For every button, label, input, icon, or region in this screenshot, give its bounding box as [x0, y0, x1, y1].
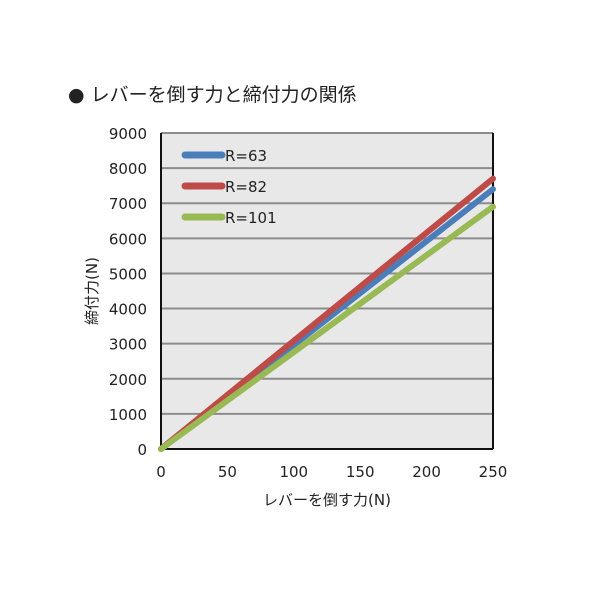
y-tick-label: 4000: [109, 301, 147, 319]
y-tick-label: 1000: [109, 406, 147, 424]
series-line-R=101: [158, 203, 496, 452]
plot-area: [161, 133, 493, 449]
series-line-R=82: [158, 175, 496, 452]
y-tick-label: 0: [137, 441, 147, 459]
x-tick-label: 200: [412, 463, 441, 481]
x-tick-label: 250: [479, 463, 508, 481]
x-tick-label: 50: [218, 463, 237, 481]
x-tick-label: 100: [279, 463, 308, 481]
y-tick-label: 2000: [109, 371, 147, 389]
legend-label: R=63: [225, 147, 267, 165]
y-tick-label: 6000: [109, 230, 147, 248]
y-tick-label: 7000: [109, 195, 147, 213]
chart-title: ● レバーを倒す力と締付力の関係: [68, 84, 357, 106]
y-tick-label: 9000: [109, 125, 147, 143]
legend-label: R=101: [225, 209, 277, 227]
x-tick-label: 0: [156, 463, 166, 481]
y-tick-label: 3000: [109, 336, 147, 354]
y-axis-label: 締付力(N): [83, 257, 101, 325]
legend-label: R=82: [225, 178, 267, 196]
x-tick-label: 150: [346, 463, 375, 481]
y-tick-label: 5000: [109, 265, 147, 283]
y-tick-label: 8000: [109, 160, 147, 178]
x-axis-label: レバーを倒す力(N): [263, 491, 391, 509]
